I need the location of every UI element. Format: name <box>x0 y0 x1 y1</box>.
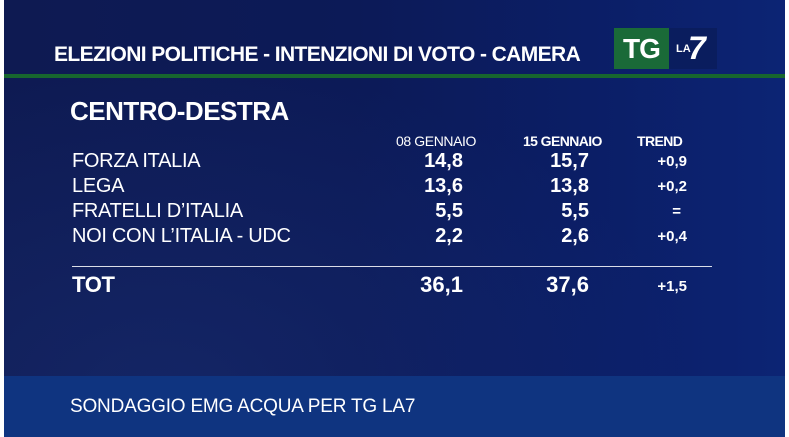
trend-value: = <box>672 203 681 220</box>
value-date-1: 2,2 <box>435 225 463 247</box>
source-footer: SONDAGGIO EMG ACQUA PER TG LA7 <box>4 376 785 437</box>
background-sheen <box>4 0 785 437</box>
tg-la7-logo: TG LA 7 <box>614 28 717 69</box>
total-trend: +1,5 <box>657 278 687 295</box>
graphic-title: ELEZIONI POLITICHE - INTENZIONI DI VOTO … <box>54 43 581 66</box>
table-row: FRATELLI D’ITALIA 5,5 5,5 = <box>4 200 785 224</box>
total-label: TOT <box>72 272 115 297</box>
value-date-2: 5,5 <box>561 200 589 222</box>
column-header-date-1: 08 GENNAIO <box>396 133 477 149</box>
title-underline <box>4 74 785 78</box>
table-row: NOI CON L’ITALIA - UDC 2,2 2,6 +0,4 <box>4 225 785 249</box>
column-header-date-2: 15 GENNAIO <box>523 133 602 149</box>
total-divider <box>72 266 712 267</box>
trend-value: +0,2 <box>657 178 687 195</box>
value-date-1: 14,8 <box>424 150 463 172</box>
party-label: FORZA ITALIA <box>72 150 201 172</box>
total-date-2: 37,6 <box>546 272 589 297</box>
party-label: LEGA <box>72 175 125 197</box>
logo-tg-text: TG <box>614 28 669 69</box>
column-header-trend: TREND <box>637 133 683 149</box>
value-date-1: 13,6 <box>424 175 463 197</box>
total-row: TOT 36,1 37,6 +1,5 <box>4 272 785 297</box>
value-date-2: 2,6 <box>561 225 589 247</box>
value-date-2: 13,8 <box>550 175 589 197</box>
value-date-1: 5,5 <box>435 200 463 222</box>
trend-value: +0,9 <box>657 153 687 170</box>
broadcast-graphic: ELEZIONI POLITICHE - INTENZIONI DI VOTO … <box>4 0 785 437</box>
value-date-2: 15,7 <box>550 150 589 172</box>
logo-la7-block: LA 7 <box>669 28 717 69</box>
table-row: FORZA ITALIA 14,8 15,7 +0,9 <box>4 150 785 174</box>
party-label: FRATELLI D’ITALIA <box>72 200 243 222</box>
total-date-1: 36,1 <box>420 272 463 297</box>
source-text: SONDAGGIO EMG ACQUA PER TG LA7 <box>70 396 416 417</box>
party-label: NOI CON L’ITALIA - UDC <box>72 225 291 247</box>
trend-value: +0,4 <box>657 228 687 245</box>
logo-la-text: LA <box>676 43 691 55</box>
table-row: LEGA 13,6 13,8 +0,2 <box>4 175 785 199</box>
section-title: CENTRO-DESTRA <box>70 96 289 126</box>
logo-seven-text: 7 <box>688 30 706 66</box>
